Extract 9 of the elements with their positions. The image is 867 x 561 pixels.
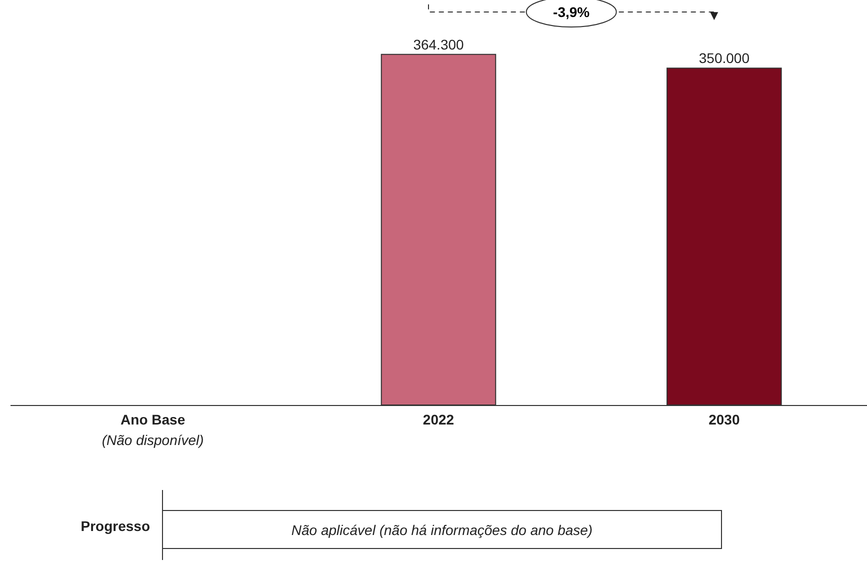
text: Progresso <box>80 518 150 534</box>
x-tick-label: 2030 <box>708 412 740 428</box>
progress-box: Não aplicável (não há informações do ano base) <box>162 510 722 549</box>
data-label: 350.000 <box>698 50 750 66</box>
x-tick-label: Ano Base <box>120 412 186 428</box>
text: -3,9% <box>553 4 590 20</box>
text: (Não disponível) <box>102 432 204 448</box>
x-tick-label: 2022 <box>422 412 454 428</box>
data-label: 364.300 <box>413 36 464 52</box>
